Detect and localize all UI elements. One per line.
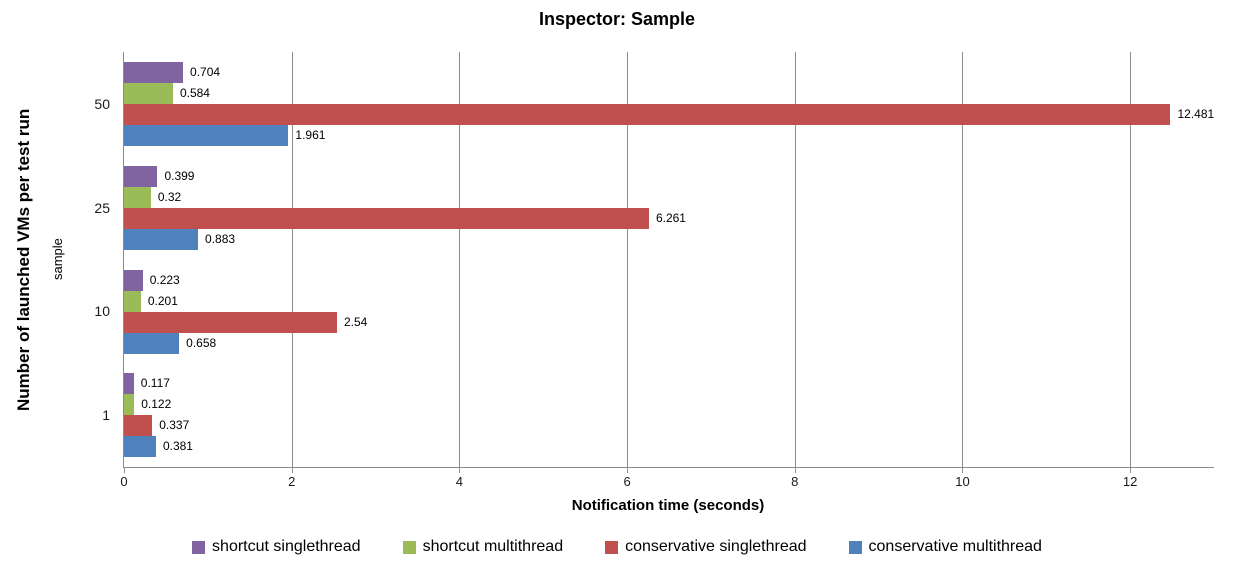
bar-value-label: 2.54 xyxy=(343,314,368,329)
bar-value-label: 1.961 xyxy=(295,128,326,142)
bar-value-label: 0.883 xyxy=(205,231,236,246)
plot-area: 0 2 4 6 8 10 12 50 0.704 0.584 12.481 1.961 25 0.399 0… xyxy=(94,52,1215,489)
x-axis-title: Notification time (seconds) xyxy=(571,497,765,514)
legend: shortcut singlethread shortcut multithrea… xyxy=(0,538,1234,556)
legend-label: conservative singlethread xyxy=(625,538,807,555)
bar-value-label: 0.117 xyxy=(140,376,170,391)
bar-shortcut-multithread xyxy=(124,186,151,208)
legend-swatch xyxy=(848,540,862,554)
category-label: 10 xyxy=(94,303,110,320)
bar-value-label: 0.122 xyxy=(141,397,172,412)
bar-value-label: 6.261 xyxy=(655,210,686,225)
bar-shortcut-singlethread xyxy=(124,269,143,291)
gridline xyxy=(962,52,964,467)
bar-conservative-singlethread xyxy=(124,415,153,437)
bar-value-label: 0.584 xyxy=(179,86,210,100)
gridline xyxy=(627,52,629,467)
bar-conservative-singlethread xyxy=(124,207,649,229)
bar-value-label: 0.704 xyxy=(190,65,221,79)
legend-swatch xyxy=(605,540,619,554)
bar-value-label: 0.201 xyxy=(147,293,178,308)
x-axis-tick xyxy=(1130,468,1132,473)
bar-conservative-multithread xyxy=(124,228,199,250)
category-label: 1 xyxy=(102,407,110,424)
x-axis-tick-label: 0 xyxy=(120,474,128,489)
bar-conservative-multithread xyxy=(124,436,156,458)
legend-swatch xyxy=(192,540,206,554)
bar-shortcut-multithread xyxy=(124,83,173,104)
bar-conservative-multithread xyxy=(124,125,289,146)
category-label: 25 xyxy=(94,199,110,216)
legend-item-conservative-multithread: conservative multithread xyxy=(848,538,1042,556)
x-axis-tick-label: 12 xyxy=(1122,474,1138,489)
x-axis-tick xyxy=(124,468,125,473)
category-label: 50 xyxy=(94,95,110,112)
bar-conservative-singlethread xyxy=(124,311,337,333)
legend-item-conservative-singlethread: conservative singlethread xyxy=(605,538,807,556)
bar-shortcut-singlethread xyxy=(124,62,184,83)
x-axis-tick-label: 2 xyxy=(288,474,296,489)
legend-label: shortcut singlethread xyxy=(212,538,361,555)
legend-item-shortcut-multithread: shortcut multithread xyxy=(402,538,564,556)
bar-value-label: 0.223 xyxy=(149,272,180,287)
bar-value-label: 0.658 xyxy=(186,335,217,350)
chart-title: Inspector: Sample xyxy=(538,9,696,29)
bar-conservative-singlethread xyxy=(124,104,1171,125)
bar-shortcut-multithread xyxy=(124,290,141,312)
x-axis-tick xyxy=(291,468,293,473)
x-axis-tick-label: 8 xyxy=(791,474,799,489)
legend-label: shortcut multithread xyxy=(422,538,564,555)
bar-value-label: 0.32 xyxy=(157,189,182,204)
y-axis-title: Number of launched VMs per test run xyxy=(14,108,33,411)
bar-shortcut-singlethread xyxy=(124,373,134,395)
gridline xyxy=(459,52,461,467)
x-axis-tick-label: 6 xyxy=(623,474,631,489)
x-axis-tick xyxy=(962,468,964,473)
bar-shortcut-multithread xyxy=(124,394,135,416)
bar-value-label: 0.381 xyxy=(162,439,193,454)
x-axis-tick xyxy=(794,468,796,473)
legend-label: conservative multithread xyxy=(868,538,1042,555)
legend-item-shortcut-singlethread: shortcut singlethread xyxy=(192,538,361,556)
gridline xyxy=(291,52,293,467)
gridline xyxy=(794,52,796,467)
x-axis-tick-label: 4 xyxy=(455,474,463,489)
legend-swatch xyxy=(402,540,416,554)
gridline xyxy=(1130,52,1132,467)
bar-value-label: 0.337 xyxy=(159,418,190,433)
x-axis-tick xyxy=(459,468,461,473)
x-axis-tick xyxy=(627,468,629,473)
bar-value-label: 0.399 xyxy=(164,168,195,183)
bar-shortcut-singlethread xyxy=(124,165,158,187)
bar-conservative-multithread xyxy=(124,332,180,354)
bar-value-label: 12.481 xyxy=(1177,107,1215,121)
x-axis-tick-label: 10 xyxy=(955,474,970,489)
